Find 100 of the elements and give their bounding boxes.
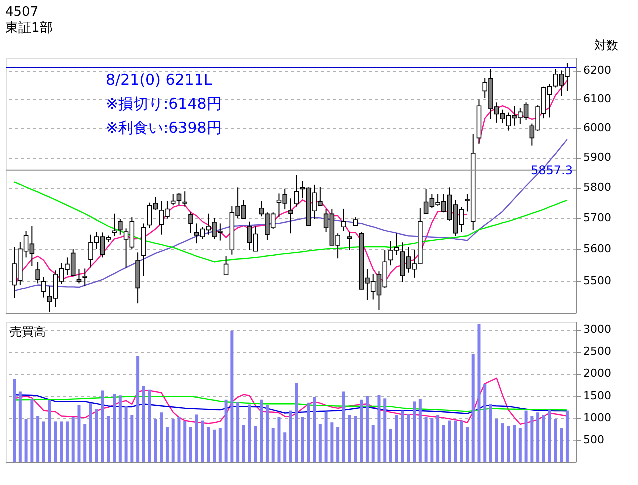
bar bbox=[101, 390, 104, 462]
bar bbox=[284, 432, 287, 462]
line-series bbox=[14, 182, 568, 263]
bar bbox=[160, 412, 164, 462]
bar bbox=[536, 412, 540, 462]
bar bbox=[454, 420, 458, 462]
bar bbox=[48, 400, 52, 462]
bar bbox=[372, 425, 375, 462]
bar bbox=[566, 410, 569, 462]
bar bbox=[207, 427, 210, 462]
y-tick-label: 6200 bbox=[584, 64, 612, 78]
bar bbox=[142, 386, 146, 462]
candlestick bbox=[176, 192, 182, 206]
bar bbox=[307, 402, 310, 462]
candlestick bbox=[288, 198, 294, 234]
bar bbox=[495, 418, 498, 462]
bar bbox=[218, 428, 222, 462]
bar bbox=[554, 418, 558, 462]
bar bbox=[501, 424, 504, 462]
bar bbox=[154, 419, 158, 462]
bar bbox=[95, 409, 98, 462]
bar bbox=[172, 419, 175, 462]
annotation: 売買高 bbox=[10, 325, 46, 339]
bar bbox=[107, 416, 110, 462]
y-tick-label: 3000 bbox=[584, 323, 612, 336]
line-series bbox=[14, 378, 568, 426]
bar bbox=[401, 410, 404, 462]
candlestick bbox=[347, 232, 352, 251]
bar bbox=[72, 417, 75, 462]
bar bbox=[330, 422, 334, 462]
bar bbox=[224, 400, 228, 462]
bar bbox=[18, 392, 22, 462]
annotation: 8/21(0) 6211L bbox=[106, 71, 213, 89]
bar bbox=[254, 426, 258, 462]
bar bbox=[513, 425, 516, 462]
bar bbox=[336, 427, 340, 462]
bar bbox=[384, 398, 387, 462]
y-tick-label: 5500 bbox=[584, 274, 612, 288]
bar bbox=[472, 354, 475, 462]
bar bbox=[548, 410, 552, 462]
bar bbox=[518, 428, 522, 462]
bar bbox=[395, 415, 398, 462]
bar bbox=[407, 414, 410, 462]
bar bbox=[466, 427, 469, 462]
bar bbox=[78, 405, 81, 462]
bar bbox=[60, 422, 64, 462]
bar bbox=[442, 425, 446, 462]
bar bbox=[130, 415, 134, 462]
candlestick bbox=[76, 268, 82, 284]
bar bbox=[278, 417, 281, 462]
y-tick-label: 6000 bbox=[584, 122, 612, 135]
bar bbox=[436, 415, 440, 462]
bar bbox=[348, 415, 352, 462]
y-tick-label: 2500 bbox=[584, 345, 612, 358]
candlestick bbox=[82, 268, 88, 288]
bar bbox=[366, 396, 369, 462]
bar bbox=[272, 428, 275, 462]
bar bbox=[418, 398, 422, 462]
bar bbox=[295, 384, 298, 462]
bar bbox=[30, 398, 34, 462]
annotation: ※損切り:6148円 bbox=[106, 95, 222, 113]
bar bbox=[148, 390, 152, 462]
bar bbox=[460, 420, 464, 462]
y-tick-label: 6100 bbox=[584, 92, 612, 106]
bar bbox=[266, 405, 269, 462]
chart-title: 4507 bbox=[6, 5, 39, 20]
ref-line-label: 5857.3 bbox=[531, 163, 573, 178]
bar bbox=[560, 428, 564, 462]
bar bbox=[490, 404, 492, 462]
bar bbox=[124, 406, 128, 462]
bar bbox=[318, 424, 322, 462]
y-tick-label: 500 bbox=[584, 433, 604, 446]
bar bbox=[90, 404, 92, 462]
bar bbox=[190, 427, 192, 462]
bar bbox=[478, 324, 481, 462]
bar bbox=[507, 426, 510, 462]
bar bbox=[542, 415, 546, 462]
bar bbox=[230, 330, 234, 462]
y-axis-title: 対数 bbox=[594, 38, 618, 52]
chart-subtitle: 東証1部 bbox=[6, 21, 53, 36]
candlestick bbox=[188, 212, 194, 234]
bar bbox=[360, 400, 364, 462]
bar bbox=[354, 416, 358, 462]
candlestick bbox=[118, 218, 123, 236]
y-tick-label: 5700 bbox=[584, 212, 612, 225]
y-tick-label: 5800 bbox=[584, 181, 612, 194]
bar bbox=[301, 417, 304, 462]
candlestick bbox=[42, 276, 46, 298]
bar bbox=[524, 410, 528, 462]
bar bbox=[260, 400, 264, 462]
bar bbox=[242, 425, 246, 462]
bar bbox=[42, 422, 46, 462]
bar bbox=[36, 416, 40, 462]
bar bbox=[184, 421, 187, 462]
bar bbox=[54, 422, 58, 462]
y-tick-label: 1500 bbox=[584, 389, 612, 402]
bar bbox=[195, 414, 198, 462]
bar bbox=[113, 394, 116, 462]
bar bbox=[290, 410, 292, 462]
candlestick bbox=[182, 191, 188, 208]
